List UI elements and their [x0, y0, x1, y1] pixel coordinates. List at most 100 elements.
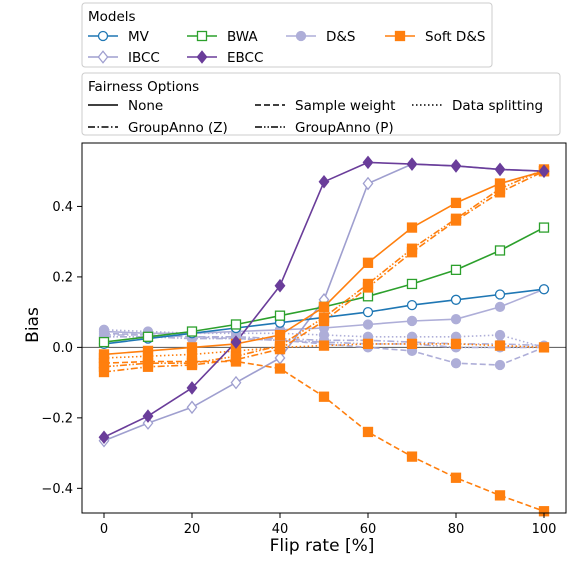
fairness-legend-frame — [81, 72, 561, 136]
data-point-soft-dands-sample-weight — [450, 472, 462, 483]
plot-area — [81, 142, 567, 517]
data-point-bwa-none — [494, 245, 506, 256]
x-tick-label: 60 — [360, 522, 377, 537]
data-point-bwa-none — [274, 310, 286, 321]
legend-entry-dands: D&S — [286, 29, 356, 45]
data-point-mv-none — [494, 289, 506, 300]
legend-label-groupanno-z: GroupAnno (Z) — [128, 120, 228, 136]
data-point-soft-dands-sample-weight — [406, 451, 418, 462]
data-point-ebcc-none — [98, 430, 110, 445]
data-point-mv-none — [362, 306, 374, 318]
data-point-ebcc-none — [362, 155, 374, 170]
legend-marker-ibcc — [97, 50, 109, 64]
legend-entry-ibcc: IBCC — [88, 50, 160, 66]
fairness-legend: Fairness Options None Sample weight Data s… — [81, 72, 561, 136]
data-point-ebcc-none — [186, 381, 198, 395]
series-points-soft-dands-data-splitting — [98, 338, 550, 364]
series-points-soft-dands-groupanno-p — [98, 164, 550, 372]
data-point-dands-sample-weight — [450, 358, 462, 369]
models-legend-title: Models — [88, 9, 136, 25]
data-point-bwa-none — [406, 278, 418, 290]
data-point-bwa-none — [450, 264, 462, 276]
data-point-soft-dands-groupanno-p — [494, 183, 506, 194]
x-axis-ticks: 0 20 40 60 80 100 — [100, 513, 557, 537]
legend-entry-soft-dands: Soft D&S — [385, 29, 485, 45]
x-tick-label: 20 — [184, 522, 201, 537]
data-point-ibcc-none — [186, 400, 198, 415]
legend-entry-none: None — [88, 98, 163, 114]
legend-entry-bwa: BWA — [187, 29, 258, 45]
data-point-bwa-none — [142, 331, 154, 342]
y-tick-label: −0.2 — [41, 411, 73, 426]
axes-frame — [81, 142, 567, 514]
data-point-dands-none — [362, 319, 374, 330]
models-legend-frame — [81, 2, 493, 68]
data-point-ibcc-none — [230, 375, 242, 390]
legend-marker-bwa — [196, 30, 208, 42]
data-point-bwa-none — [362, 291, 374, 302]
legend-label-groupanno-p: GroupAnno (P) — [295, 120, 394, 136]
legend-label-ibcc: IBCC — [128, 50, 160, 66]
x-tick-label: 100 — [532, 522, 557, 537]
y-axis-label: Bias — [23, 307, 43, 343]
legend-label-mv: MV — [128, 29, 150, 45]
data-point-soft-dands-groupanno-p — [98, 361, 110, 372]
data-point-soft-dands-sample-weight — [494, 490, 506, 501]
data-point-soft-dands-data-splitting — [98, 352, 110, 364]
series-line-soft-dands-sample-weight — [103, 360, 545, 512]
series-markers — [98, 155, 550, 517]
series-line-dands-groupanno-p — [104, 335, 544, 349]
data-point-ebcc-none — [450, 159, 462, 173]
y-tick-label: 0.4 — [52, 200, 73, 215]
data-point-soft-dands-data-splitting — [538, 342, 550, 353]
data-point-soft-dands-groupanno-p — [186, 358, 198, 369]
data-point-soft-dands-data-splitting — [450, 338, 462, 350]
legend-marker-mv — [97, 30, 109, 42]
y-tick-label: 0.2 — [52, 270, 73, 285]
data-point-mv-none — [538, 284, 550, 295]
data-point-bwa-none — [230, 319, 242, 330]
data-point-soft-dands-none — [362, 257, 374, 268]
data-point-mv-none — [406, 299, 418, 311]
data-point-dands-none — [494, 301, 506, 313]
data-point-soft-dands-sample-weight — [318, 391, 330, 402]
data-point-soft-dands-groupanno-p — [406, 243, 418, 254]
legend-entry-ebcc: EBCC — [187, 50, 263, 66]
fairness-legend-entries: None Sample weight Data splitting GroupAnno… — [88, 98, 543, 136]
data-point-soft-dands-groupanno-p — [318, 312, 330, 323]
data-point-soft-dands-none — [406, 222, 418, 233]
data-point-ebcc-none — [230, 335, 242, 349]
data-point-ebcc-none — [318, 174, 330, 189]
data-point-soft-dands-data-splitting — [494, 340, 506, 351]
data-point-soft-dands-data-splitting — [186, 349, 198, 360]
data-point-ebcc-none — [538, 164, 550, 178]
legend-label-none: None — [128, 98, 163, 114]
legend-entry-sample-weight: Sample weight — [255, 98, 395, 114]
x-tick-label: 80 — [448, 522, 465, 537]
legend-entry-data-splitting: Data splitting — [412, 98, 543, 114]
legend-label-data-splitting: Data splitting — [452, 98, 543, 114]
y-tick-label: 0.0 — [52, 341, 73, 356]
data-point-ebcc-none — [274, 278, 286, 293]
x-tick-label: 0 — [100, 522, 108, 537]
data-point-bwa-none — [98, 336, 110, 348]
data-point-soft-dands-none — [318, 301, 330, 313]
legend-label-soft-dands: Soft D&S — [425, 29, 485, 45]
y-axis-ticks: −0.4 −0.2 0.0 0.2 0.4 — [41, 200, 82, 497]
legend-entry-groupanno-z: GroupAnno (Z) — [88, 120, 228, 136]
legend-label-ebcc: EBCC — [227, 50, 263, 66]
data-point-soft-dands-data-splitting — [406, 338, 418, 350]
data-point-dands-data-splitting — [494, 329, 506, 341]
data-point-soft-dands-none — [450, 197, 462, 209]
data-point-ibcc-none — [142, 416, 154, 430]
legend-label-sample-weight: Sample weight — [295, 98, 395, 114]
legend-entry-mv: MV — [88, 29, 150, 45]
models-legend-entries: MV BWA D&S Soft D&S IBCC EBCC — [88, 29, 485, 66]
data-point-soft-dands-sample-weight — [362, 426, 374, 438]
data-point-dands-none — [406, 315, 418, 327]
data-point-ebcc-none — [494, 162, 506, 177]
legend-label-dands: D&S — [326, 29, 356, 45]
fairness-legend-title: Fairness Options — [88, 79, 199, 95]
data-point-soft-dands-data-splitting — [362, 338, 374, 350]
